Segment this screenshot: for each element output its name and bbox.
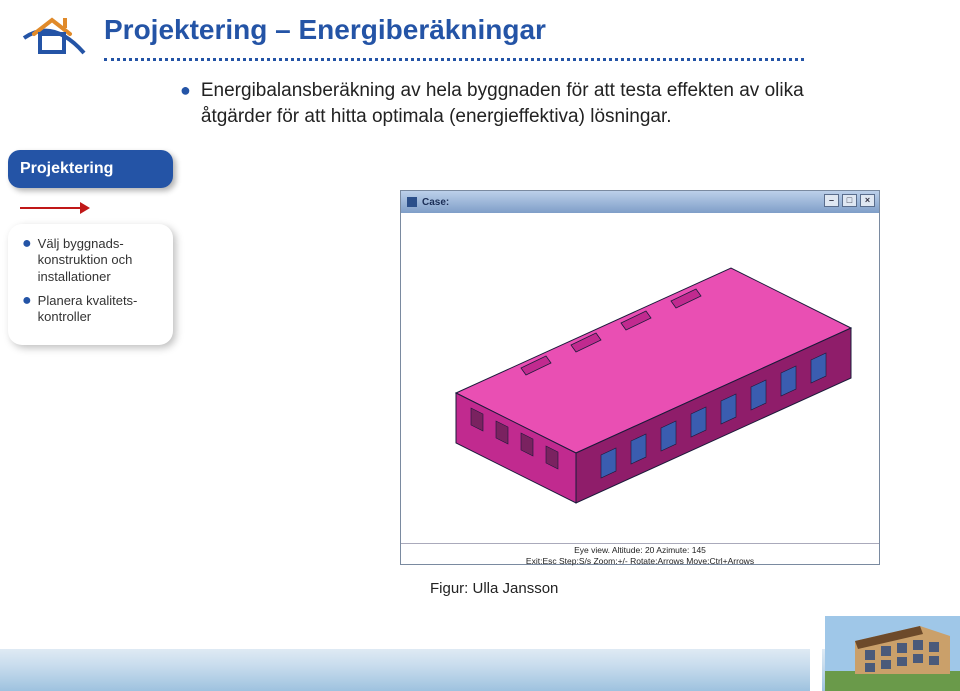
close-icon[interactable]: × (860, 194, 875, 207)
figure-caption: Figur: Ulla Jansson (430, 580, 558, 597)
status-line-2: Exit:Esc Step:S/s Zoom:+/- Rotate:Arrows… (401, 556, 879, 567)
page-title: Projektering – Energiberäkningar (104, 14, 546, 46)
body-text: ● Energibalansberäkning av hela byggnade… (180, 78, 870, 129)
sidebar-arrow (20, 202, 173, 214)
window-buttons: – □ × (824, 194, 875, 207)
window-icon (407, 197, 417, 207)
model-canvas[interactable] (401, 213, 879, 543)
minimize-icon[interactable]: – (824, 194, 839, 207)
status-line-1: Eye view. Altitude: 20 Azimute: 145 (401, 545, 879, 556)
sidebar-card: ● Välj byggnads-konstruktion och install… (8, 224, 173, 345)
window-title-text: Case: (422, 197, 449, 208)
footer-gap (810, 649, 822, 691)
sidebar-tab-projektering: Projektering (8, 150, 173, 188)
card-item: ● Planera kvalitets-kontroller (22, 293, 159, 326)
bullet-icon: ● (180, 78, 191, 129)
card-item: ● Välj byggnads-konstruktion och install… (22, 236, 159, 285)
building-3d (401, 213, 881, 543)
logo (18, 8, 88, 68)
body-bullet-text: Energibalansberäkning av hela byggnaden … (201, 78, 870, 129)
model-window: Case: – □ × (400, 190, 880, 565)
dotted-divider (104, 58, 804, 61)
card-item-label: Välj byggnads-konstruktion och installat… (38, 236, 159, 285)
maximize-icon[interactable]: □ (842, 194, 857, 207)
card-item-label: Planera kvalitets-kontroller (38, 293, 159, 326)
sidebar: Projektering ● Välj byggnads-konstruktio… (8, 150, 173, 345)
window-titlebar: Case: – □ × (401, 191, 879, 213)
footer-photo (825, 616, 960, 691)
window-statusbar: Eye view. Altitude: 20 Azimute: 145 Exit… (401, 543, 879, 565)
